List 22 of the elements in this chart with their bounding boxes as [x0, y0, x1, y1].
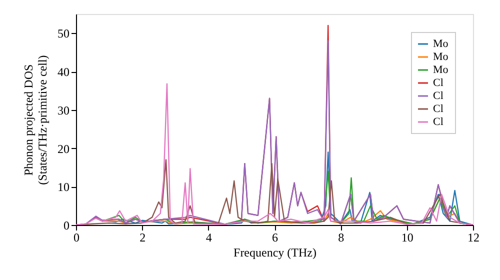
- x-tick-label: 12: [468, 230, 480, 244]
- legend-label: Cl: [433, 103, 444, 115]
- y-axis-title: Phonon projected DOS (States/THz·primitive cell): [22, 55, 50, 185]
- y-tick-label: 10: [58, 180, 70, 194]
- legend-label: Mo: [433, 38, 449, 50]
- legend-label: Cl: [433, 116, 444, 128]
- legend-label: Cl: [433, 90, 444, 102]
- x-axis-title: Frequency (THz): [234, 246, 316, 260]
- y-tick-label: 50: [58, 26, 70, 41]
- legend-label: Mo: [433, 64, 449, 76]
- legend-label: Mo: [433, 51, 449, 63]
- legend-label: Cl: [433, 77, 444, 89]
- y-tick-label: 40: [58, 65, 70, 80]
- x-tick-label: 6: [272, 230, 278, 244]
- x-tick-label: 2: [140, 230, 146, 244]
- y-tick-label: 0: [64, 218, 70, 232]
- x-tick-label: 8: [338, 230, 344, 244]
- y-tick-label: 30: [58, 103, 70, 118]
- x-tick-label: 10: [401, 230, 414, 244]
- x-tick-label: 4: [206, 230, 212, 244]
- x-tick-label: 0: [74, 230, 80, 244]
- y-tick-label: 20: [58, 142, 70, 156]
